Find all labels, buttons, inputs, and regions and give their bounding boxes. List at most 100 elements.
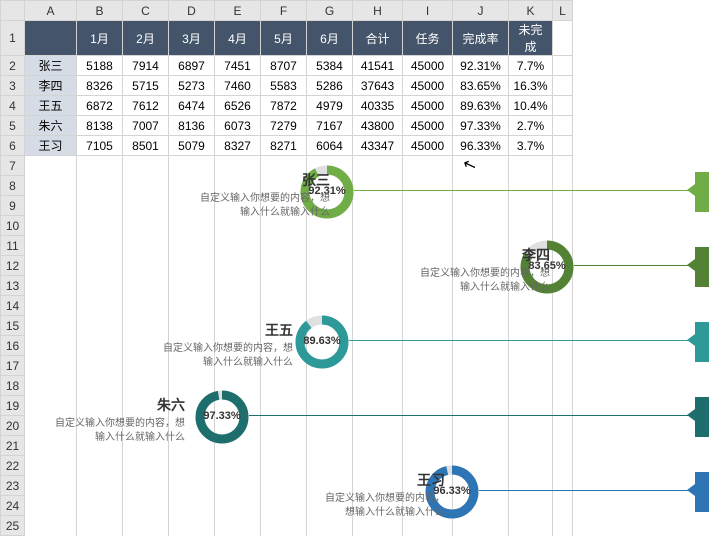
cell[interactable]: 7460: [215, 76, 261, 96]
cell[interactable]: 5月: [261, 21, 307, 56]
cell[interactable]: 2.7%: [509, 116, 553, 136]
cell[interactable]: 7.7%: [509, 56, 553, 76]
cell[interactable]: [553, 116, 573, 136]
cell[interactable]: 5715: [123, 76, 169, 96]
col-H[interactable]: H: [353, 1, 403, 21]
cell[interactable]: 合计: [353, 21, 403, 56]
row-head[interactable]: 4: [1, 96, 25, 116]
cell[interactable]: 5583: [261, 76, 307, 96]
cell[interactable]: 16.3%: [509, 76, 553, 96]
col-L[interactable]: L: [553, 1, 573, 21]
cell[interactable]: 5384: [307, 56, 353, 76]
triangle-icon: [687, 334, 695, 346]
cell[interactable]: 89.63%: [453, 96, 509, 116]
cell[interactable]: 6897: [169, 56, 215, 76]
cell[interactable]: 45000: [403, 96, 453, 116]
cell[interactable]: 8136: [169, 116, 215, 136]
triangle-icon: [687, 409, 695, 421]
cell[interactable]: [553, 21, 573, 56]
cell[interactable]: 10.4%: [509, 96, 553, 116]
cell[interactable]: 2月: [123, 21, 169, 56]
cell[interactable]: 7167: [307, 116, 353, 136]
select-all-corner[interactable]: [1, 1, 25, 21]
cell[interactable]: 6月: [307, 21, 353, 56]
col-E[interactable]: E: [215, 1, 261, 21]
cell[interactable]: 3.7%: [509, 136, 553, 156]
cell[interactable]: [553, 56, 573, 76]
cell[interactable]: [553, 136, 573, 156]
timeline-marker: [695, 172, 709, 212]
cell[interactable]: 完成率: [453, 21, 509, 56]
cell[interactable]: 6526: [215, 96, 261, 116]
donut-text-label: 朱六自定义输入你想要的内容，想输入什么就输入什么: [10, 395, 185, 445]
cell[interactable]: 45000: [403, 76, 453, 96]
cell[interactable]: 96.33%: [453, 136, 509, 156]
cell[interactable]: 8138: [77, 116, 123, 136]
cell[interactable]: 8707: [261, 56, 307, 76]
cell-name[interactable]: 张三: [25, 56, 77, 76]
cell[interactable]: 7279: [261, 116, 307, 136]
col-K[interactable]: K: [509, 1, 553, 21]
cell[interactable]: [25, 21, 77, 56]
cell[interactable]: 6064: [307, 136, 353, 156]
cell-name[interactable]: 朱六: [25, 116, 77, 136]
cell[interactable]: 8501: [123, 136, 169, 156]
cell-name[interactable]: 王习: [25, 136, 77, 156]
cell[interactable]: 7914: [123, 56, 169, 76]
cell[interactable]: 4979: [307, 96, 353, 116]
cell[interactable]: 41541: [353, 56, 403, 76]
cell[interactable]: 8327: [215, 136, 261, 156]
cell[interactable]: 97.33%: [453, 116, 509, 136]
row-head[interactable]: 3: [1, 76, 25, 96]
cell[interactable]: 7612: [123, 96, 169, 116]
cell[interactable]: 45000: [403, 116, 453, 136]
col-B[interactable]: B: [77, 1, 123, 21]
col-C[interactable]: C: [123, 1, 169, 21]
donut-subtitle: 自定义输入你想要的内容，想输入什么就输入什么: [155, 192, 330, 220]
cell[interactable]: 7007: [123, 116, 169, 136]
col-J[interactable]: J: [453, 1, 509, 21]
cell[interactable]: 6474: [169, 96, 215, 116]
cell[interactable]: 1月: [77, 21, 123, 56]
row-head[interactable]: 6: [1, 136, 25, 156]
donut-title: 张三: [155, 170, 330, 190]
col-A[interactable]: A: [25, 1, 77, 21]
cell[interactable]: 6073: [215, 116, 261, 136]
col-G[interactable]: G: [307, 1, 353, 21]
timeline-marker: [695, 397, 709, 437]
cell[interactable]: [553, 76, 573, 96]
cell[interactable]: 7451: [215, 56, 261, 76]
cell[interactable]: 8271: [261, 136, 307, 156]
cell[interactable]: 8326: [77, 76, 123, 96]
cell[interactable]: 未完成: [509, 21, 553, 56]
cell[interactable]: 任务: [403, 21, 453, 56]
cell[interactable]: 45000: [403, 136, 453, 156]
row-head[interactable]: 2: [1, 56, 25, 76]
cell-name[interactable]: 王五: [25, 96, 77, 116]
cell[interactable]: 6872: [77, 96, 123, 116]
cell[interactable]: 43800: [353, 116, 403, 136]
cell[interactable]: 7872: [261, 96, 307, 116]
donut-title: 王习: [270, 470, 445, 490]
cell[interactable]: 92.31%: [453, 56, 509, 76]
row-1[interactable]: 1: [1, 21, 25, 56]
cell[interactable]: 43347: [353, 136, 403, 156]
col-D[interactable]: D: [169, 1, 215, 21]
cell[interactable]: 40335: [353, 96, 403, 116]
cell[interactable]: 83.65%: [453, 76, 509, 96]
row-head[interactable]: 5: [1, 116, 25, 136]
col-F[interactable]: F: [261, 1, 307, 21]
col-I[interactable]: I: [403, 1, 453, 21]
cell[interactable]: 5286: [307, 76, 353, 96]
cell[interactable]: 4月: [215, 21, 261, 56]
table-row: 3李四832657155273746055835286376434500083.…: [1, 76, 573, 96]
cell-name[interactable]: 李四: [25, 76, 77, 96]
cell[interactable]: 45000: [403, 56, 453, 76]
cell[interactable]: 5188: [77, 56, 123, 76]
cell[interactable]: 3月: [169, 21, 215, 56]
cell[interactable]: 7105: [77, 136, 123, 156]
cell[interactable]: 5079: [169, 136, 215, 156]
cell[interactable]: 5273: [169, 76, 215, 96]
cell[interactable]: 37643: [353, 76, 403, 96]
cell[interactable]: [553, 96, 573, 116]
